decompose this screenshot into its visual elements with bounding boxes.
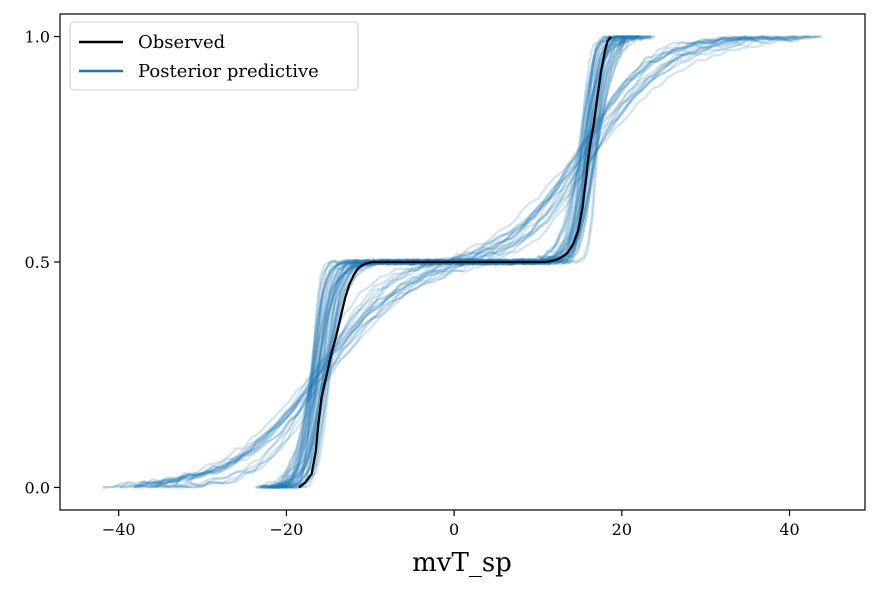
posterior-predictive-line bbox=[154, 35, 823, 489]
posterior-predictive-line bbox=[133, 35, 771, 489]
x-tick-label: −20 bbox=[270, 520, 304, 539]
posterior-predictive-line bbox=[262, 36, 629, 489]
posterior-predictive-line bbox=[133, 35, 765, 489]
legend-label-posterior-predictive: Posterior predictive bbox=[138, 61, 319, 82]
posterior-predictive-line bbox=[280, 35, 627, 488]
posterior-predictive-line bbox=[113, 35, 754, 489]
posterior-predictive-line bbox=[102, 35, 812, 489]
posterior-predictive-line bbox=[139, 35, 798, 489]
posterior-predictive-line bbox=[151, 35, 796, 489]
legend-label-observed: Observed bbox=[138, 32, 225, 53]
x-tick-label: 0 bbox=[449, 520, 459, 539]
posterior-predictive-line bbox=[156, 35, 799, 489]
observed-line bbox=[298, 35, 612, 489]
posterior-predictive-line bbox=[268, 35, 652, 489]
posterior-predictive-line bbox=[254, 35, 639, 489]
posterior-predictive-line bbox=[133, 35, 743, 489]
posterior-predictive-line bbox=[155, 35, 752, 489]
posterior-predictive-line bbox=[273, 35, 625, 489]
posterior-predictive-line bbox=[261, 35, 643, 489]
x-axis: −40 −20 0 20 40 bbox=[102, 510, 800, 539]
observed-series bbox=[298, 35, 612, 489]
posterior-predictive-line bbox=[119, 35, 810, 489]
x-tick-label: 40 bbox=[779, 520, 799, 539]
posterior-predictive-lines bbox=[102, 35, 823, 489]
posterior-predictive-line bbox=[262, 35, 639, 489]
posterior-predictive-line bbox=[277, 35, 628, 488]
posterior-predictive-line bbox=[282, 35, 649, 488]
posterior-predictive-line bbox=[269, 35, 625, 489]
y-axis: 0.0 0.5 1.0 bbox=[25, 28, 60, 497]
x-tick-label: 20 bbox=[612, 520, 632, 539]
y-tick-label: 0.5 bbox=[25, 253, 50, 272]
x-axis-label: mvT_sp bbox=[412, 548, 512, 578]
posterior-predictive-line bbox=[269, 36, 624, 489]
posterior-predictive-line bbox=[173, 35, 747, 489]
posterior-predictive-line bbox=[258, 35, 652, 489]
posterior-predictive-line bbox=[260, 35, 631, 489]
posterior-predictive-line bbox=[255, 35, 626, 489]
y-tick-label: 1.0 bbox=[25, 28, 50, 47]
legend-frame bbox=[69, 21, 359, 91]
posterior-predictive-line bbox=[281, 36, 632, 489]
legend: Observed Posterior predictive bbox=[69, 21, 359, 91]
posterior-predictive-line bbox=[284, 36, 626, 489]
posterior-predictive-line bbox=[137, 35, 808, 489]
posterior-predictive-line bbox=[274, 35, 637, 489]
posterior-predictive-line bbox=[271, 35, 651, 489]
posterior-predictive-line bbox=[119, 35, 817, 489]
posterior-predictive-line bbox=[280, 35, 651, 489]
posterior-predictive-line bbox=[271, 35, 628, 489]
y-tick-label: 0.0 bbox=[25, 478, 50, 497]
x-tick-label: −40 bbox=[102, 520, 136, 539]
posterior-predictive-line bbox=[148, 35, 821, 489]
posterior-predictive-line bbox=[268, 35, 655, 489]
